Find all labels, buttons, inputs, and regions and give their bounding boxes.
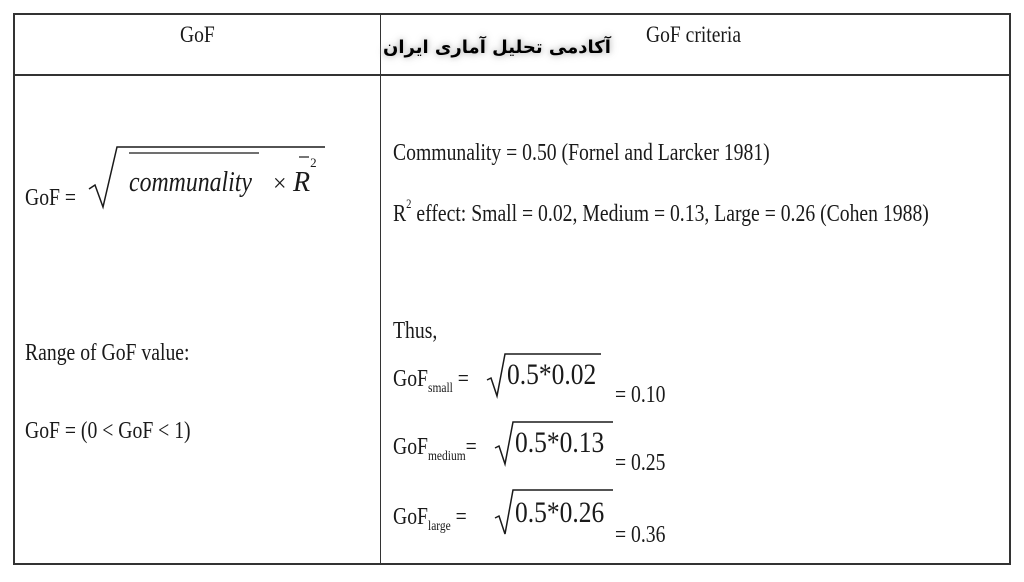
gof-small-label: GoFsmall =	[393, 366, 469, 396]
range-formula: GoF = (0 < GoF < 1)	[25, 418, 191, 444]
gof-large-row: GoFlarge = 0.5*0.26 = 0.36	[393, 488, 693, 552]
gof-prefix: GoF =	[25, 185, 77, 211]
r-squared-term: R2	[293, 154, 317, 198]
result-small: = 0.10	[615, 382, 666, 408]
sqrt-large	[494, 489, 613, 535]
result-medium: = 0.25	[615, 450, 666, 476]
radicand-small: 0.5*0.02	[507, 358, 597, 391]
header-gof-criteria: GoF criteria	[646, 22, 742, 47]
gof-formula: GoF = communality × R2	[25, 145, 325, 215]
result-large: = 0.36	[615, 522, 666, 548]
sqrt-small	[486, 353, 601, 399]
gof-table	[13, 13, 1011, 565]
communality-term: communality	[129, 167, 252, 198]
gof-medium-row: GoFmedium= 0.5*0.13 = 0.25	[393, 420, 693, 480]
communality-criterion: Communality = 0.50 (Fornel and Larcker 1…	[393, 140, 770, 166]
watermark-text: آکادمی تحلیل آماری ایران	[383, 37, 611, 58]
radicand-large: 0.5*0.26	[515, 496, 605, 529]
gof-small-row: GoFsmall = 0.5*0.02 = 0.10	[393, 352, 693, 412]
times-symbol: ×	[273, 171, 287, 197]
r2-criterion: R2 effect: Small = 0.02, Medium = 0.13, …	[393, 196, 929, 227]
range-label: Range of GoF value:	[25, 340, 190, 366]
gof-large-label: GoFlarge =	[393, 504, 467, 534]
radicand-medium: 0.5*0.13	[515, 426, 605, 459]
sqrt-medium	[494, 421, 613, 467]
thus-label: Thus,	[393, 318, 438, 344]
sqrt-radical	[88, 146, 325, 210]
gof-medium-label: GoFmedium=	[393, 434, 477, 464]
header-divider	[13, 74, 1011, 76]
header-gof: GoF	[180, 22, 215, 47]
column-divider	[380, 13, 381, 565]
